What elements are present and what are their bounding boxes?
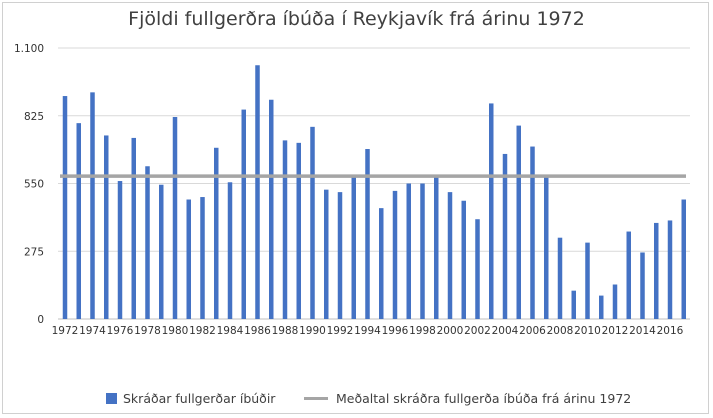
bar xyxy=(227,182,233,319)
bar xyxy=(324,189,329,319)
x-tick-label: 1988 xyxy=(272,325,299,337)
bar xyxy=(337,192,343,319)
x-tick-label: 2016 xyxy=(657,325,684,337)
x-tick-label: 1982 xyxy=(189,325,216,337)
legend-swatch-average xyxy=(304,397,328,400)
x-tick-label: 1990 xyxy=(299,325,326,337)
legend-item-average: Meðaltal skráðra fullgerða íbúða frá ári… xyxy=(304,391,631,406)
legend-item-bars: Skráðar fullgerðar íbúðir xyxy=(106,391,275,406)
bar xyxy=(557,237,563,319)
y-tick-label: 275 xyxy=(24,246,44,258)
bar xyxy=(516,125,521,319)
x-tick-label: 2006 xyxy=(519,325,546,337)
bar xyxy=(489,103,494,319)
x-tick-label: 1976 xyxy=(107,325,134,337)
bar xyxy=(90,92,95,319)
bar xyxy=(626,231,631,319)
bar xyxy=(145,166,150,319)
bar xyxy=(640,252,645,319)
bar xyxy=(186,199,191,319)
bar xyxy=(434,177,439,319)
legend-label-bars: Skráðar fullgerðar íbúðir xyxy=(123,391,276,406)
bar xyxy=(117,181,123,319)
x-tick-label: 1992 xyxy=(327,325,354,337)
y-tick-label: 1.100 xyxy=(14,43,44,55)
x-tick-label: 1998 xyxy=(409,325,436,337)
bar xyxy=(62,96,68,319)
legend-swatch-bars xyxy=(106,393,117,404)
x-tick-label: 2014 xyxy=(629,325,656,337)
bar xyxy=(544,176,549,319)
y-tick-label: 550 xyxy=(24,179,44,191)
bar xyxy=(447,192,453,319)
bar xyxy=(269,99,274,320)
x-tick-label: 1974 xyxy=(79,325,106,337)
x-tick-label: 2010 xyxy=(574,325,601,337)
bar xyxy=(379,208,384,319)
x-tick-label: 2008 xyxy=(547,325,574,337)
x-tick-label: 1980 xyxy=(162,325,189,337)
bar xyxy=(667,220,673,319)
bar xyxy=(420,183,425,319)
x-tick-label: 2000 xyxy=(437,325,464,337)
bar xyxy=(406,183,411,319)
bar xyxy=(612,284,618,319)
bar xyxy=(461,200,466,319)
bar xyxy=(282,140,288,319)
x-tick-label: 1978 xyxy=(134,325,161,337)
bar xyxy=(172,116,178,320)
bar xyxy=(599,295,604,319)
bar xyxy=(241,109,246,319)
bar xyxy=(214,147,219,319)
bar xyxy=(530,146,535,319)
bar xyxy=(131,137,136,319)
bar xyxy=(104,135,109,319)
bar xyxy=(502,153,508,319)
bar xyxy=(475,219,480,319)
y-tick-label: 825 xyxy=(24,111,44,123)
bar xyxy=(392,190,398,319)
x-tick-label: 2012 xyxy=(602,325,629,337)
chart-legend: Skráðar fullgerðar íbúðir Meðaltal skráð… xyxy=(0,391,713,409)
y-tick-label: 0 xyxy=(37,314,44,326)
bar xyxy=(585,242,590,319)
bar xyxy=(296,142,301,319)
chart-title: Fjöldi fullgerðra íbúða í Reykjavík frá … xyxy=(128,8,585,30)
bar xyxy=(200,197,205,319)
x-tick-label: 2002 xyxy=(464,325,491,337)
x-tick-label: 1986 xyxy=(244,325,271,337)
bar xyxy=(159,184,164,319)
bar xyxy=(571,290,576,319)
bar xyxy=(76,123,81,320)
bar xyxy=(365,149,370,319)
x-tick-label: 1972 xyxy=(52,325,79,337)
x-tick-label: 1984 xyxy=(217,325,244,337)
bar xyxy=(351,177,356,319)
bar xyxy=(310,126,315,319)
x-tick-label: 1996 xyxy=(382,325,409,337)
bar xyxy=(681,199,686,319)
legend-label-average: Meðaltal skráðra fullgerða íbúða frá ári… xyxy=(336,391,632,406)
bar xyxy=(654,222,659,319)
bar xyxy=(255,65,260,319)
x-tick-label: 1994 xyxy=(354,325,381,337)
x-tick-label: 2004 xyxy=(492,325,519,337)
